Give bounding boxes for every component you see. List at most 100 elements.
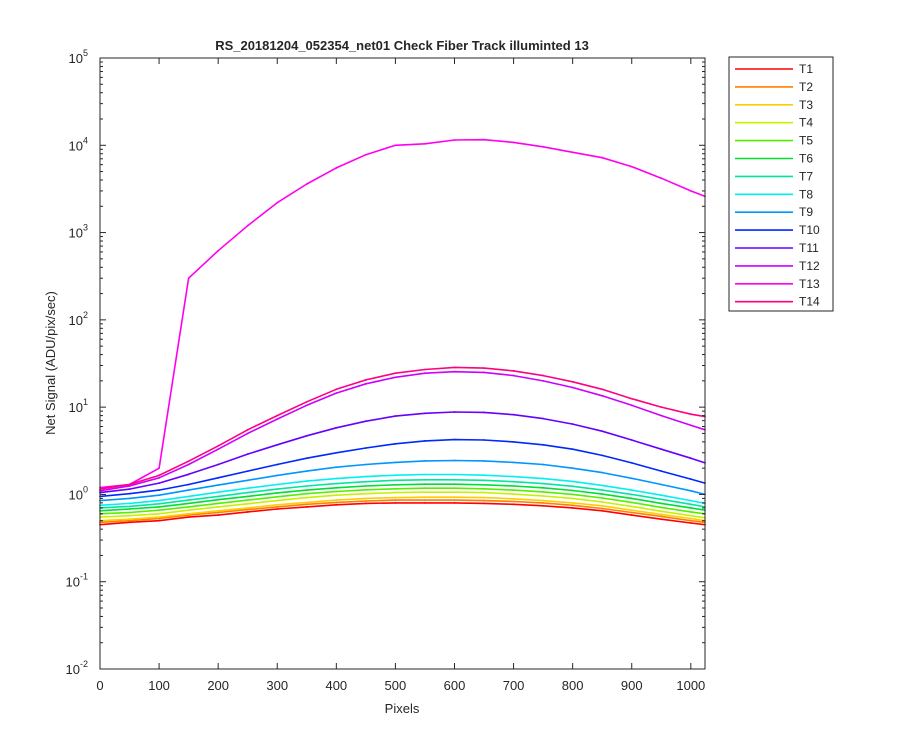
data-point	[364, 492, 367, 495]
data-point	[128, 502, 131, 505]
data-point	[483, 474, 485, 477]
data-point	[276, 492, 279, 494]
x-axis-ticks: 0 100 200 300 400 500 600 700 800 900 1000	[96, 58, 705, 693]
data-point	[630, 477, 633, 480]
data-point	[483, 483, 485, 486]
data-point	[246, 491, 249, 494]
data-point	[660, 177, 663, 180]
data-point	[453, 473, 456, 476]
data-point	[158, 519, 160, 522]
x-tick-label: 300	[266, 678, 288, 693]
data-point	[424, 487, 426, 490]
data-point	[689, 514, 692, 517]
data-point	[187, 505, 190, 508]
x-tick-label: 100	[148, 678, 170, 693]
data-point	[246, 507, 249, 509]
data-point	[276, 488, 279, 491]
data-point	[246, 479, 249, 482]
data-point	[128, 492, 131, 495]
data-point	[217, 509, 220, 512]
data-point	[483, 496, 485, 499]
data-point	[512, 374, 515, 377]
legend-label: T8	[799, 187, 813, 201]
data-point	[394, 415, 397, 417]
data-point	[571, 467, 574, 470]
data-point	[483, 371, 485, 374]
data-point	[453, 459, 456, 462]
data-point	[660, 448, 663, 451]
data-point	[512, 480, 515, 483]
data-point	[453, 411, 456, 413]
data-point	[158, 505, 160, 508]
series-line-t9	[99, 459, 706, 502]
data-point	[217, 511, 220, 514]
data-point	[630, 514, 633, 516]
x-tick-label: 200	[207, 678, 229, 693]
y-tick-label: 100	[69, 484, 88, 502]
data-point	[246, 432, 249, 435]
data-point	[453, 478, 456, 481]
data-point	[394, 491, 397, 494]
data-point	[158, 517, 160, 520]
data-point	[364, 379, 367, 381]
data-point	[424, 372, 426, 375]
series-line-t2	[99, 499, 706, 524]
axes-box	[99, 57, 706, 670]
data-point	[187, 509, 190, 512]
data-point	[424, 478, 426, 481]
data-point	[424, 460, 426, 462]
data-point	[158, 482, 160, 484]
x-tick-label: 600	[444, 678, 466, 693]
data-point	[276, 503, 279, 506]
data-point	[483, 439, 485, 441]
legend-label: T7	[799, 169, 813, 183]
data-point	[542, 504, 545, 507]
data-point	[276, 418, 279, 420]
data-point	[305, 404, 308, 407]
data-point	[601, 489, 604, 492]
y-tick-label: 102	[69, 310, 88, 328]
data-point	[217, 249, 220, 252]
data-point	[601, 507, 604, 510]
x-tick-label: 700	[503, 678, 525, 693]
data-point	[630, 404, 633, 407]
data-point	[305, 485, 308, 487]
data-point	[246, 508, 249, 511]
data-point	[246, 511, 249, 513]
data-point	[571, 423, 574, 425]
data-point	[542, 477, 545, 480]
x-axis-label: Pixels	[385, 701, 420, 716]
data-point	[276, 414, 279, 417]
data-point	[689, 190, 692, 192]
data-point	[335, 451, 338, 454]
data-point	[364, 420, 367, 423]
data-point	[601, 394, 604, 397]
data-point	[394, 496, 397, 499]
data-point	[394, 479, 397, 482]
data-point	[364, 382, 367, 385]
data-point	[128, 508, 131, 510]
data-point	[217, 484, 220, 486]
data-point	[512, 461, 515, 464]
data-point	[660, 498, 663, 501]
data-point	[542, 463, 545, 466]
data-point	[276, 443, 279, 446]
data-point	[128, 521, 131, 524]
legend-label: T11	[799, 241, 819, 255]
y-tick-exponent: 5	[83, 48, 88, 58]
data-point	[571, 380, 574, 383]
data-point	[187, 489, 190, 492]
data-point	[571, 497, 574, 500]
data-point	[364, 488, 367, 491]
data-point	[689, 519, 692, 522]
data-point	[335, 486, 338, 489]
data-point	[483, 487, 485, 490]
data-point	[483, 367, 485, 370]
data-point	[512, 440, 515, 443]
data-point	[453, 499, 456, 502]
data-point	[217, 463, 220, 466]
data-point	[453, 496, 456, 499]
data-point	[364, 153, 367, 156]
data-point	[128, 483, 131, 486]
y-tick-label: 103	[69, 223, 88, 241]
